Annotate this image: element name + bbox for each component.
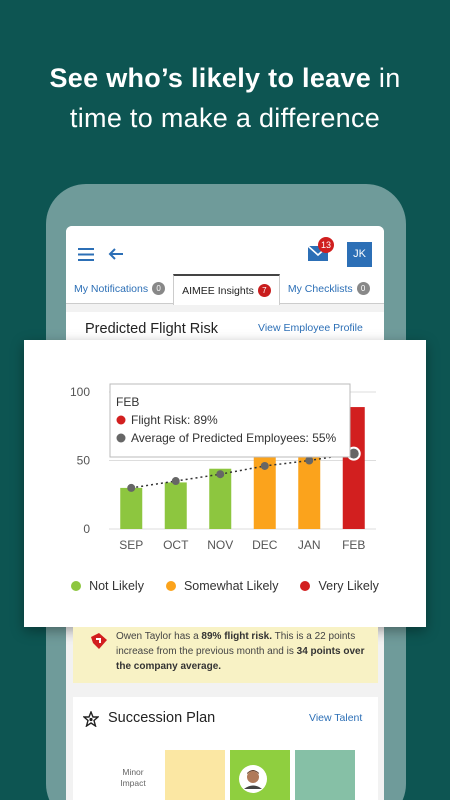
tab-count-badge: 0 [356,282,370,295]
x-tick-label: NOV [207,538,233,552]
bar-dec [253,448,276,529]
average-point [127,483,136,492]
alert-risk: 89% flight risk. [201,631,272,642]
tab-bar: My Notifications 0 AIMEE Insights 7 My Che… [66,274,384,305]
flight-risk-chart: 100 50 0 SEP OCT NOV DEC JAN FEB FEB Flight Risk: … [70,383,376,552]
legend-label: Not Likely [89,579,144,593]
x-tick-label: OCT [163,538,189,552]
grid-cell[interactable] [295,750,355,800]
tab-label: My Checklists [287,282,353,295]
headline-line2: time to make a difference [69,103,381,133]
legend-item-somewhat-likely: Somewhat Likely [165,576,279,596]
tab-count-badge: 0 [152,282,166,295]
row-label-minor-impact: Minor Impact [120,767,146,788]
x-tick-label: FEB [342,538,365,552]
headline-bold: See who’s likely to leave [49,63,372,93]
section-title: Predicted Flight Risk [85,321,218,337]
tab-label: My Notifications [74,282,149,295]
tooltip-swatch-average [116,433,126,443]
view-employee-profile-link[interactable]: View Employee Profile [258,322,363,334]
bar-sep [120,487,143,529]
app-bar: 13 JK [66,226,384,280]
average-point [260,461,269,470]
tooltip-line-risk: Flight Risk: 89% [131,413,218,427]
x-tick-label: SEP [119,538,143,552]
person-icon [240,766,266,792]
legend-swatch [300,581,311,591]
average-point [171,477,180,486]
chart-legend: Not Likely Somewhat Likely Very Likely [24,576,426,596]
flight-risk-alert: Owen Taylor has a 89% flight risk. This … [73,627,378,683]
succession-plan-title: Succession Plan [108,710,216,726]
legend-swatch [165,581,176,591]
menu-icon[interactable] [78,248,94,261]
average-point [305,456,314,465]
tab-count-badge: 7 [257,284,271,297]
average-point [216,470,225,479]
tab-label: AIMEE Insights [182,284,254,297]
succession-plan-card: Succession Plan View Talent Minor Impact [73,697,378,800]
headline-rest: in [371,63,401,93]
grid-cell[interactable] [165,750,225,800]
y-tick-label: 50 [77,454,91,468]
y-tick-label: 0 [83,522,90,536]
x-tick-label: DEC [252,538,278,552]
mail-count-badge: 13 [318,237,335,253]
alert-strong: 34 points over the company average. [116,646,365,672]
grid-cell[interactable] [230,750,290,800]
employee-avatar[interactable] [239,765,267,793]
bar-oct [164,482,187,529]
alert-text-2: This is a 22 points increase from the pr… [116,631,356,657]
legend-item-not-likely: Not Likely [71,576,144,596]
back-arrow-icon[interactable] [108,246,124,262]
tooltip-title: FEB [116,395,139,409]
x-tick-label: JAN [298,538,321,552]
tooltip-box [109,383,351,458]
risk-alert-icon [91,633,107,649]
legend-label: Somewhat Likely [183,579,279,593]
legend-item-very-likely: Very Likely [300,576,379,596]
tab-my-checklists[interactable]: My Checklists 0 [280,274,378,303]
legend-swatch [71,581,82,591]
tooltip-line-average: Average of Predicted Employees: 55% [131,431,337,445]
flight-risk-chart-card: 100 50 0 SEP OCT NOV DEC JAN FEB FEB Flight Risk: … [24,340,426,627]
predicted-flight-risk-header: Predicted Flight Risk View Employee Prof… [66,312,384,352]
alert-text-1: Owen Taylor has a [116,631,202,642]
tab-my-notifications[interactable]: My Notifications 0 [66,274,173,303]
view-talent-link[interactable]: View Talent [309,712,363,724]
bar-nov [209,468,232,529]
tab-aimee-insights[interactable]: AIMEE Insights 7 [173,274,280,305]
alert-message: Owen Taylor has a 89% flight risk. This … [116,629,371,674]
bar-jan [298,448,321,529]
y-tick-label: 100 [70,385,90,399]
average-line [131,452,354,489]
user-avatar[interactable]: JK [347,242,372,267]
star-icon [83,711,99,727]
tooltip-swatch-risk [116,415,126,425]
headline: See who’s likely to leave in time to mak… [0,58,450,138]
legend-label: Very Likely [318,579,379,593]
